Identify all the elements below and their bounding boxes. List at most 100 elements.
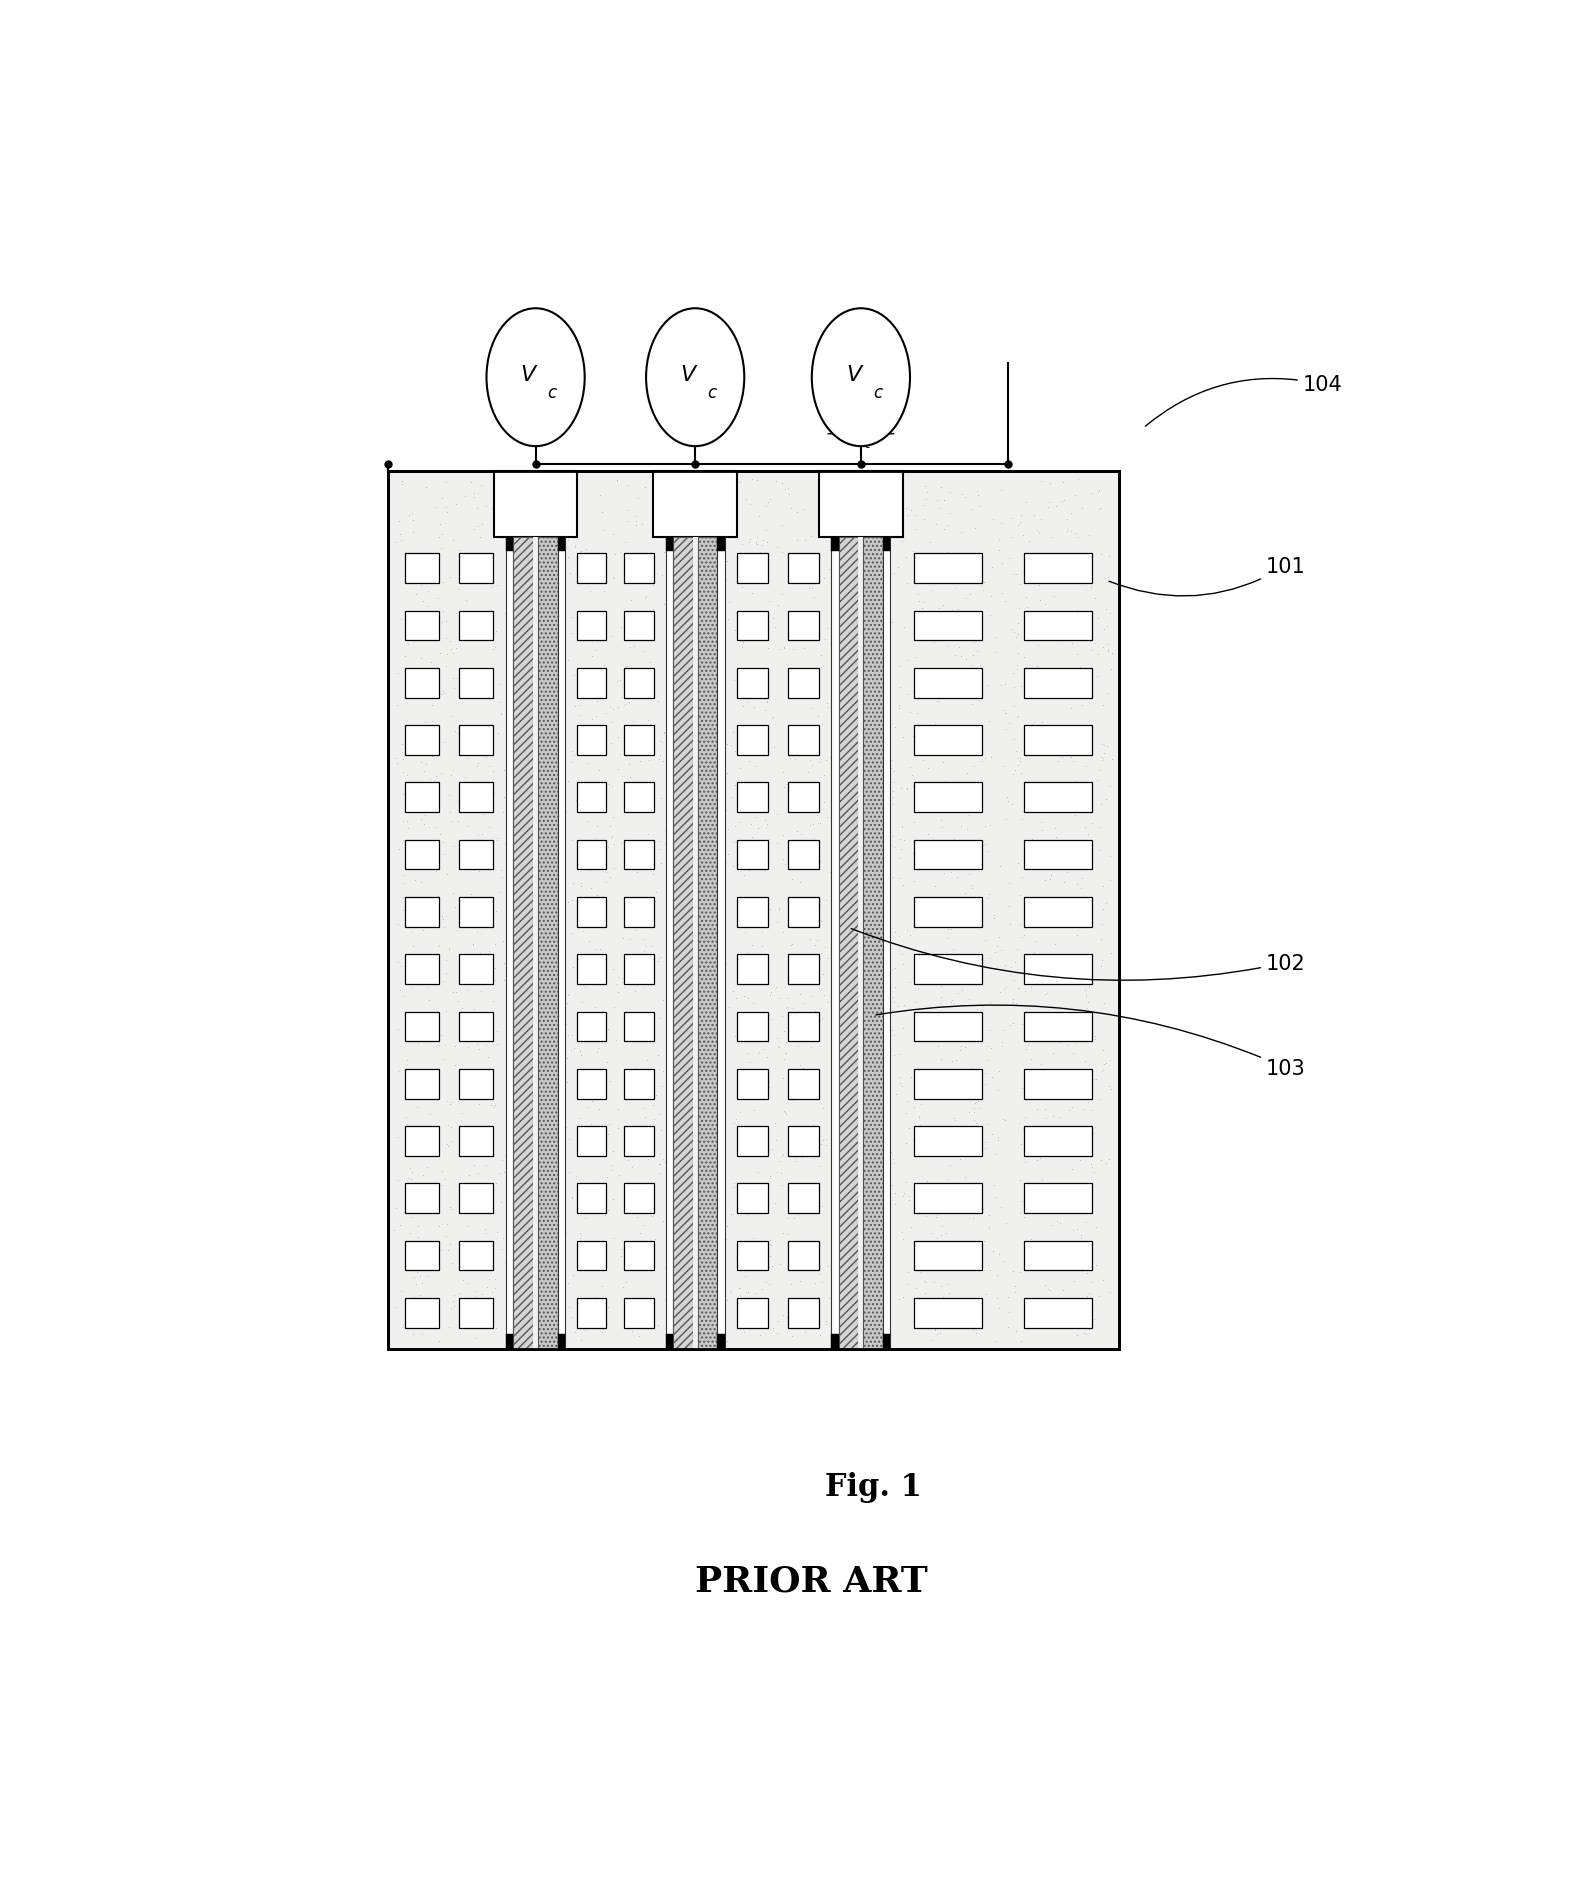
Point (630, 614, 656, 644)
Point (469, 1280, 494, 1310)
Bar (665, 538, 673, 1349)
Point (385, 909, 410, 939)
Point (814, 493, 840, 523)
Point (1080, 941, 1106, 971)
Point (604, 666, 629, 696)
Point (942, 568, 968, 598)
Point (531, 1018, 556, 1048)
Point (1034, 1274, 1060, 1304)
Point (439, 807, 464, 837)
Point (836, 734, 862, 764)
Point (776, 480, 802, 510)
Point (873, 1268, 898, 1299)
Point (577, 1077, 602, 1107)
Point (502, 1203, 527, 1233)
Point (451, 762, 477, 792)
Point (1004, 933, 1030, 964)
Point (477, 935, 502, 965)
Point (529, 615, 554, 646)
Point (927, 1252, 952, 1282)
Point (993, 973, 1019, 1003)
Point (903, 988, 928, 1018)
Bar (624, 783, 654, 813)
Point (727, 1131, 752, 1161)
Point (836, 674, 862, 704)
Point (714, 949, 740, 979)
Point (580, 706, 605, 736)
Point (661, 653, 686, 683)
Point (784, 1020, 809, 1050)
Point (390, 807, 415, 837)
Point (409, 747, 434, 777)
Point (882, 713, 908, 743)
Point (955, 815, 980, 845)
Point (840, 954, 865, 984)
Point (906, 585, 931, 615)
Point (600, 694, 626, 725)
Point (611, 924, 637, 954)
Point (542, 1127, 567, 1157)
Point (705, 885, 730, 915)
Point (588, 480, 613, 510)
Point (885, 843, 911, 873)
Point (480, 493, 505, 523)
Point (868, 1026, 893, 1056)
Point (413, 802, 439, 832)
Point (794, 1016, 819, 1046)
Point (467, 920, 493, 950)
Point (589, 1317, 615, 1348)
Point (513, 1308, 539, 1338)
Point (714, 815, 740, 845)
Point (393, 538, 418, 568)
Bar (558, 538, 565, 1349)
Point (854, 1210, 879, 1240)
Point (946, 632, 971, 662)
Point (743, 753, 768, 783)
Point (548, 726, 573, 757)
Point (575, 749, 600, 779)
Point (737, 527, 762, 557)
Point (963, 1317, 988, 1348)
Text: 104: 104 (1145, 375, 1343, 427)
Point (754, 1312, 779, 1342)
Point (645, 1041, 670, 1071)
Point (634, 932, 659, 962)
Point (512, 790, 537, 821)
Point (1087, 476, 1112, 506)
Point (399, 1165, 425, 1195)
Point (619, 1316, 645, 1346)
Point (499, 1272, 524, 1302)
Point (757, 1240, 782, 1270)
Point (995, 892, 1020, 922)
Point (646, 947, 672, 977)
Point (626, 1302, 651, 1332)
Point (878, 738, 903, 768)
Point (608, 828, 634, 858)
Point (396, 1122, 421, 1152)
Point (556, 1124, 581, 1154)
Point (412, 708, 437, 738)
Point (770, 1218, 795, 1248)
Point (632, 1210, 657, 1240)
Point (754, 491, 779, 521)
Point (477, 1110, 502, 1140)
Point (502, 1165, 527, 1195)
Point (847, 877, 873, 907)
Point (640, 595, 665, 625)
Point (1003, 561, 1028, 591)
Point (402, 905, 428, 935)
Point (529, 1120, 554, 1150)
Point (947, 1144, 973, 1174)
Point (445, 574, 470, 604)
Point (512, 608, 537, 638)
Point (529, 1261, 554, 1291)
Point (973, 1058, 998, 1088)
Point (1026, 585, 1052, 615)
Point (577, 1116, 602, 1146)
Point (512, 994, 537, 1024)
Point (882, 954, 908, 984)
Point (497, 1161, 523, 1191)
Point (936, 956, 961, 986)
Point (442, 717, 467, 747)
Point (516, 1257, 542, 1287)
